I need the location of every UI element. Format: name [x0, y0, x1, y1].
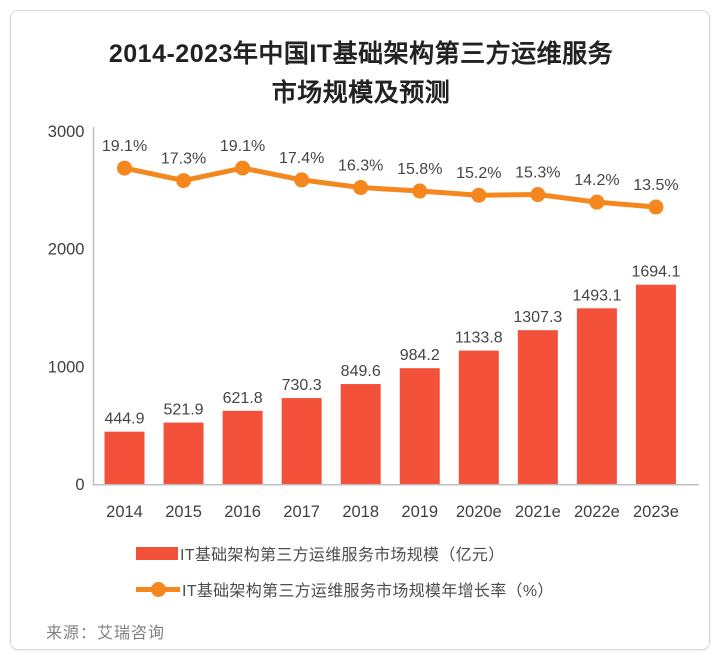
growth-rate-label: 13.5% — [633, 177, 678, 194]
bar-value-label: 1133.8 — [455, 330, 503, 347]
growth-rate-label: 15.2% — [456, 165, 501, 182]
bar-series-swatch-icon — [136, 546, 178, 560]
growth-line-point — [353, 180, 369, 196]
growth-line-point — [530, 187, 546, 203]
x-axis-tick-label: 2016 — [224, 503, 261, 521]
bar — [517, 330, 558, 484]
legend-item-growth-rate: IT基础架构第三方运维服务市场规模年增长率（%） — [136, 577, 696, 601]
bar-value-label: 1694.1 — [631, 264, 680, 281]
chart-title: 2014-2023年中国IT基础架构第三方运维服务 市场规模及预测 — [11, 35, 711, 113]
x-axis-tick-label: 2020e — [456, 503, 502, 521]
x-axis-tick-label: 2015 — [165, 503, 202, 521]
bar-value-label: 730.3 — [282, 377, 322, 394]
growth-line-point — [412, 183, 428, 199]
bar-value-label: 984.2 — [400, 347, 440, 364]
growth-rate-label: 17.3% — [161, 151, 206, 168]
x-axis-tick-label: 2022e — [574, 503, 620, 521]
growth-line-point — [294, 172, 310, 188]
x-axis-tick-label: 2019 — [401, 503, 438, 521]
chart-title-line1: 2014-2023年中国IT基础架构第三方运维服务 — [108, 40, 614, 68]
growth-line-point — [117, 160, 132, 176]
y-axis-tick-label: 2000 — [48, 241, 85, 259]
bar — [104, 431, 145, 484]
growth-line-point — [648, 199, 664, 215]
growth-line-point — [471, 187, 487, 203]
chart-legend: IT基础架构第三方运维服务市场规模（亿元） IT基础架构第三方运维服务市场规模年… — [136, 541, 696, 613]
bar — [576, 308, 617, 484]
growth-line — [123, 165, 657, 210]
x-axis-tick-label: 2014 — [106, 503, 143, 521]
bar — [399, 368, 440, 484]
growth-rate-label: 16.3% — [338, 158, 383, 175]
growth-rate-label: 15.3% — [515, 165, 560, 182]
growth-rate-label: 19.1% — [102, 138, 147, 155]
bar — [340, 384, 381, 484]
growth-line-point — [589, 194, 605, 210]
bar-value-label: 444.9 — [104, 411, 144, 428]
bar — [163, 422, 204, 484]
bar-value-label: 521.9 — [164, 402, 204, 419]
growth-rate-label: 19.1% — [220, 138, 265, 155]
growth-line-point — [176, 173, 192, 189]
legend-label-market-size: IT基础架构第三方运维服务市场规模（亿元） — [180, 547, 505, 564]
y-axis-tick-label: 3000 — [48, 123, 85, 141]
growth-line-point — [235, 160, 251, 176]
y-axis-tick-label: 1000 — [48, 358, 85, 376]
bar-value-label: 621.8 — [223, 390, 263, 407]
growth-rate-label: 14.2% — [574, 172, 619, 189]
chart-title-line2: 市场规模及预测 — [271, 79, 451, 107]
line-series-swatch-icon — [136, 581, 180, 597]
bar-value-label: 1493.1 — [572, 287, 621, 304]
legend-item-market-size: IT基础架构第三方运维服务市场规模（亿元） — [136, 541, 696, 565]
bar-value-label: 849.6 — [341, 363, 381, 380]
growth-rate-label: 15.8% — [397, 161, 442, 178]
growth-rate-label: 17.4% — [279, 150, 324, 167]
bar — [281, 398, 322, 484]
y-axis-tick-label: 0 — [75, 476, 84, 494]
source-note: 来源：艾瑞咨询 — [46, 625, 166, 642]
x-axis-tick-label: 2017 — [283, 503, 320, 521]
bar — [222, 410, 263, 484]
x-axis-tick-label: 2018 — [342, 503, 379, 521]
bar — [635, 284, 676, 484]
bar — [458, 350, 499, 484]
chart-card: 2014-2023年中国IT基础架构第三方运维服务 市场规模及预测 0 1000 2… — [10, 10, 710, 650]
legend-label-growth-rate: IT基础架构第三方运维服务市场规模年增长率（%） — [182, 583, 554, 600]
x-axis-tick-label: 2021e — [515, 503, 561, 521]
bar-value-label: 1307.3 — [513, 309, 562, 326]
x-axis-tick-label: 2023e — [633, 503, 679, 521]
